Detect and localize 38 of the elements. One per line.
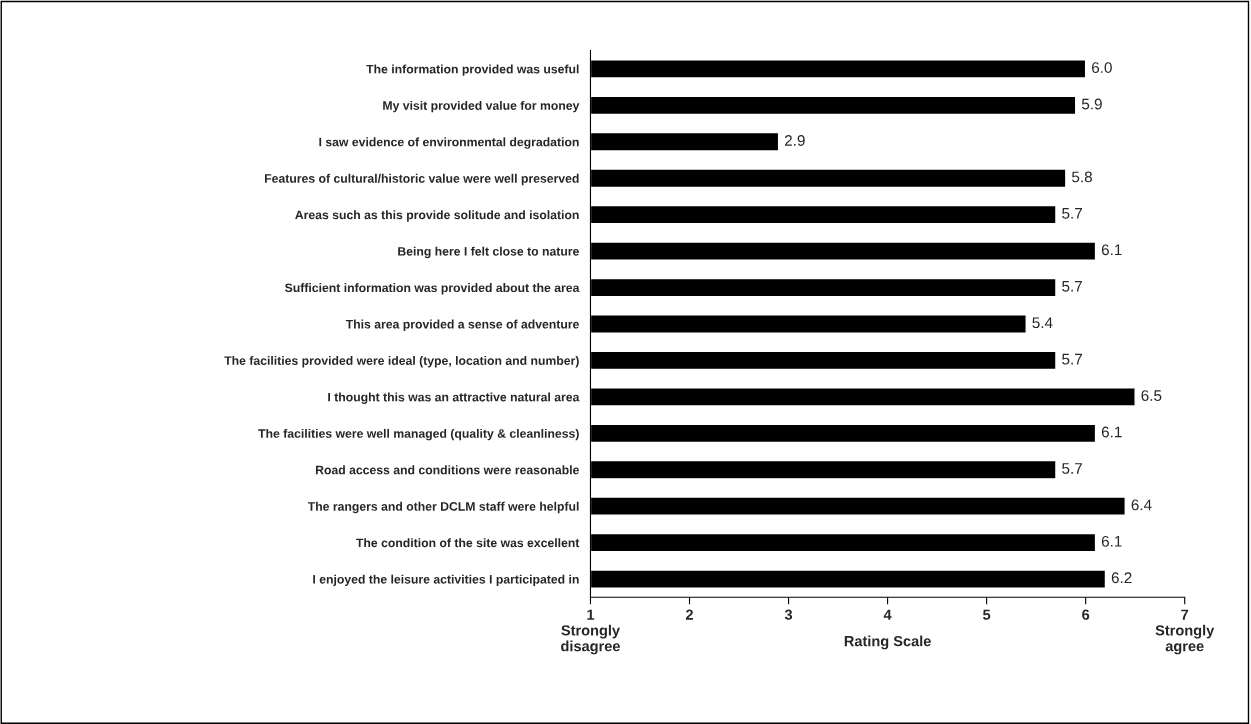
data-label: 5.7 [1062, 280, 1082, 292]
data-label: 6.1 [1101, 535, 1122, 547]
data-label: 5.7 [1062, 463, 1082, 474]
y-tick-label: Being here I felt close to nature [398, 246, 579, 259]
x-tick-label: 7 Strongly agree [1155, 609, 1215, 655]
y-tick-label: My visit provided value for money [383, 100, 580, 113]
data-label: 6.0 [1091, 62, 1112, 73]
y-tick-label: This area provided a sense of adventure [345, 319, 579, 331]
y-tick-label: The information provided was useful [366, 64, 579, 76]
y-tick-label: The facilities provided were ideal (type, location and number) [224, 356, 579, 368]
x-tick-label: 5 [983, 609, 991, 620]
data-label: 5.7 [1062, 208, 1082, 219]
y-tick-label: Areas such as this provide solitude and isolation [295, 210, 579, 222]
y-tick-label: The facilities were well managed (quality & cleanliness) [258, 428, 579, 441]
data-label: 5.9 [1081, 98, 1102, 110]
x-tick-label: 4 [883, 609, 892, 620]
y-tick-label: The rangers and other DCLM staff were helpful [307, 501, 579, 514]
x-axis-title: Rating Scale [844, 635, 931, 650]
y-tick-label: I thought this was an attractive natural area [328, 392, 580, 404]
x-tick-label: 3 [784, 609, 793, 620]
y-tick-label: Sufficient information was provided about the area [285, 283, 580, 295]
y-tick-label: I enjoyed the leisure activities I participated in [313, 574, 579, 587]
data-label: 6.5 [1141, 390, 1162, 401]
data-label: 5.7 [1062, 353, 1082, 365]
y-tick-label: I saw evidence of environmental degradation [319, 137, 579, 149]
x-tick-label: 1 Strongly disagree [561, 609, 620, 655]
y-tick-label: The condition of the site was excellent [356, 538, 580, 548]
data-label: 5.8 [1072, 171, 1092, 183]
data-label: 6.1 [1101, 426, 1122, 438]
data-label: 5.4 [1032, 317, 1053, 329]
data-label: 6.4 [1131, 499, 1152, 511]
x-tick-label: 6 [1082, 609, 1090, 620]
data-label: 2.9 [784, 135, 805, 146]
y-tick-label: Road access and conditions were reasonable [315, 465, 579, 475]
data-label: 6.1 [1101, 244, 1122, 256]
x-tick-label: 2 [685, 609, 693, 620]
y-tick-label: Features of cultural/historic value were well preserved [265, 173, 579, 186]
data-label: 6.2 [1111, 572, 1132, 584]
